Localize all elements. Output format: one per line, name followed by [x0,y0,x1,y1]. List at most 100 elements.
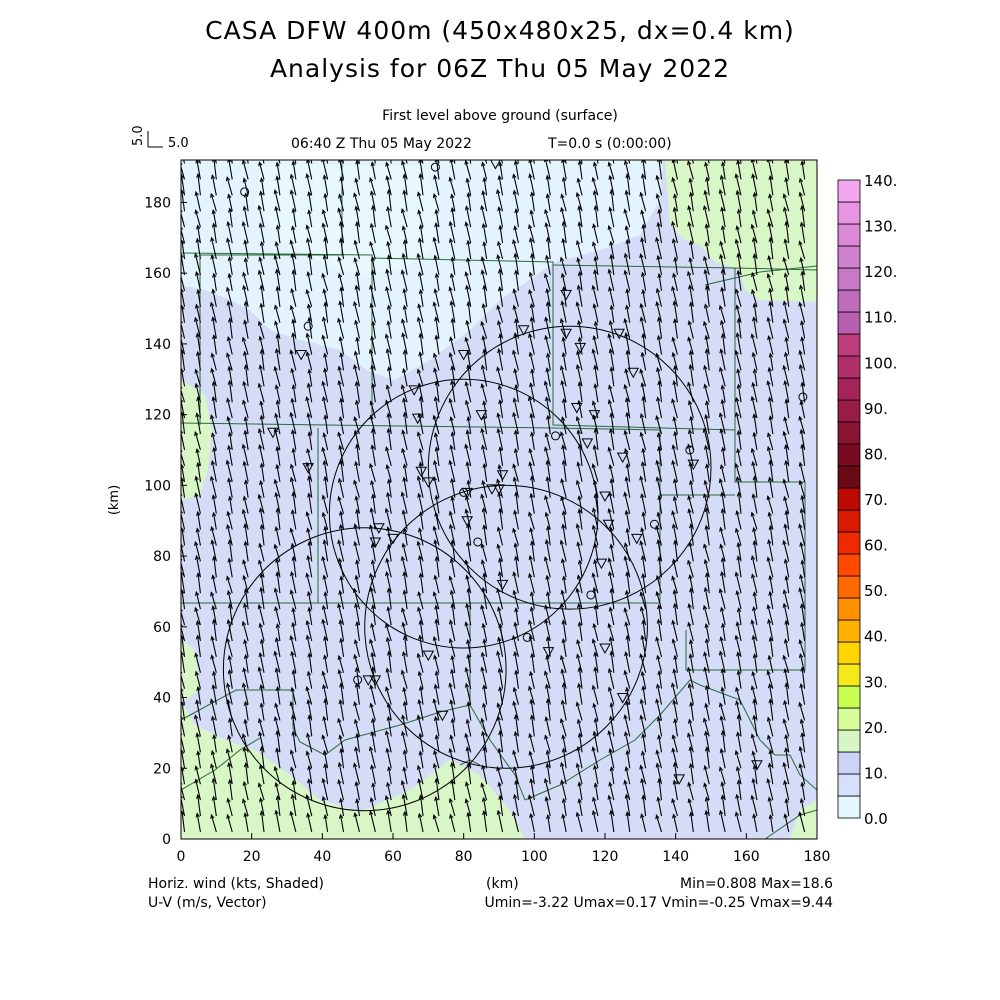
wind-vector-head [719,636,724,642]
wind-vector [528,620,535,642]
wind-vector [672,352,678,371]
wind-vector [181,321,186,339]
wind-vector-head [353,257,358,263]
wind-vector-head [703,764,708,770]
wind-vector [372,605,376,626]
wind-vector [465,799,472,817]
wind-vector [402,794,408,817]
wind-vector-head [496,366,501,372]
wind-vector-head [418,572,424,578]
wind-vector [515,270,519,291]
wind-vector-head [402,239,408,245]
station-circle [586,590,596,600]
wind-vector [307,383,313,403]
wind-vector [578,733,583,753]
wind-vector [322,273,329,292]
wind-vector [673,700,678,721]
colorbar-label: 0.0 [864,810,888,828]
wind-vector [671,221,678,244]
wind-vector [592,224,599,244]
wind-vector [386,668,392,689]
wind-vector [608,508,615,530]
wind-vector [689,285,694,307]
wind-vector [291,687,297,705]
wind-vector [387,716,392,737]
wind-vector-head [258,559,263,565]
wind-vector-head [512,571,517,577]
wind-vector-head [514,607,519,613]
wind-vector-head [497,146,500,150]
wind-vector-head [465,718,471,724]
wind-vector [226,576,233,594]
wind-vector-head [766,604,771,610]
wind-vector-head [432,591,437,597]
wind-vector-head [625,811,630,817]
wind-vector-head [734,411,740,417]
wind-vector [706,464,710,482]
wind-vector-head [527,395,533,401]
wind-vector-head [258,161,263,167]
wind-vector [274,716,281,737]
wind-vector-head [323,525,328,531]
wind-vector [545,540,551,562]
wind-vector-head [719,319,725,325]
wind-vector [641,556,647,578]
wind-vector [592,573,599,594]
wind-vector [181,571,186,594]
wind-vector [339,735,345,753]
wind-vector-head [561,619,566,625]
wind-vector-head [751,288,756,295]
wind-vector-head [608,781,613,787]
wind-vector [197,511,201,530]
wind-vector-head [800,381,805,387]
wind-vector-head [291,607,296,613]
wind-vector [721,226,726,244]
wind-vector [625,190,631,212]
wind-vector-head [306,698,311,705]
wind-vector-head [417,492,422,498]
wind-vector-head [481,796,487,802]
wind-vector-head [625,238,630,244]
wind-vector [609,207,615,228]
wind-vector [481,494,488,514]
wind-vector-head [544,511,549,517]
wind-vector-head [798,191,803,197]
wind-vector-head [689,415,694,421]
wind-vector [655,526,663,546]
wind-vector-head [497,747,502,753]
wind-vector-head [194,368,199,374]
wind-vector-head [782,654,787,660]
wind-vector [274,189,281,212]
wind-vector [735,289,742,307]
wind-vector [798,702,806,721]
wind-vector [356,560,360,578]
wind-vector [624,384,631,403]
wind-vector [531,476,535,498]
wind-vector [340,511,345,530]
wind-vector [705,525,710,546]
wind-vector [308,432,313,451]
wind-vector [181,190,186,212]
wind-vector [657,797,663,817]
wind-vector [768,797,774,817]
wind-vector-head [512,749,517,755]
wind-vector-head [546,814,551,820]
wind-vector-head [194,554,200,561]
wind-vector [467,258,472,276]
station-triangle [687,459,700,471]
wind-vector-head [513,332,518,338]
wind-vector [369,525,376,546]
wind-vector-head [544,683,550,689]
wind-vector-head [289,189,295,195]
wind-vector-head [273,365,278,371]
wind-vector-head [594,144,597,148]
wind-vector [451,194,456,212]
wind-vector [496,651,504,673]
wind-vector-head [720,224,726,231]
wind-vector-head [529,492,534,498]
wind-vector-head [369,507,374,513]
wind-vector [736,794,742,817]
wind-vector [752,461,758,482]
wind-vector [419,225,424,244]
wind-vector-head [259,414,264,420]
